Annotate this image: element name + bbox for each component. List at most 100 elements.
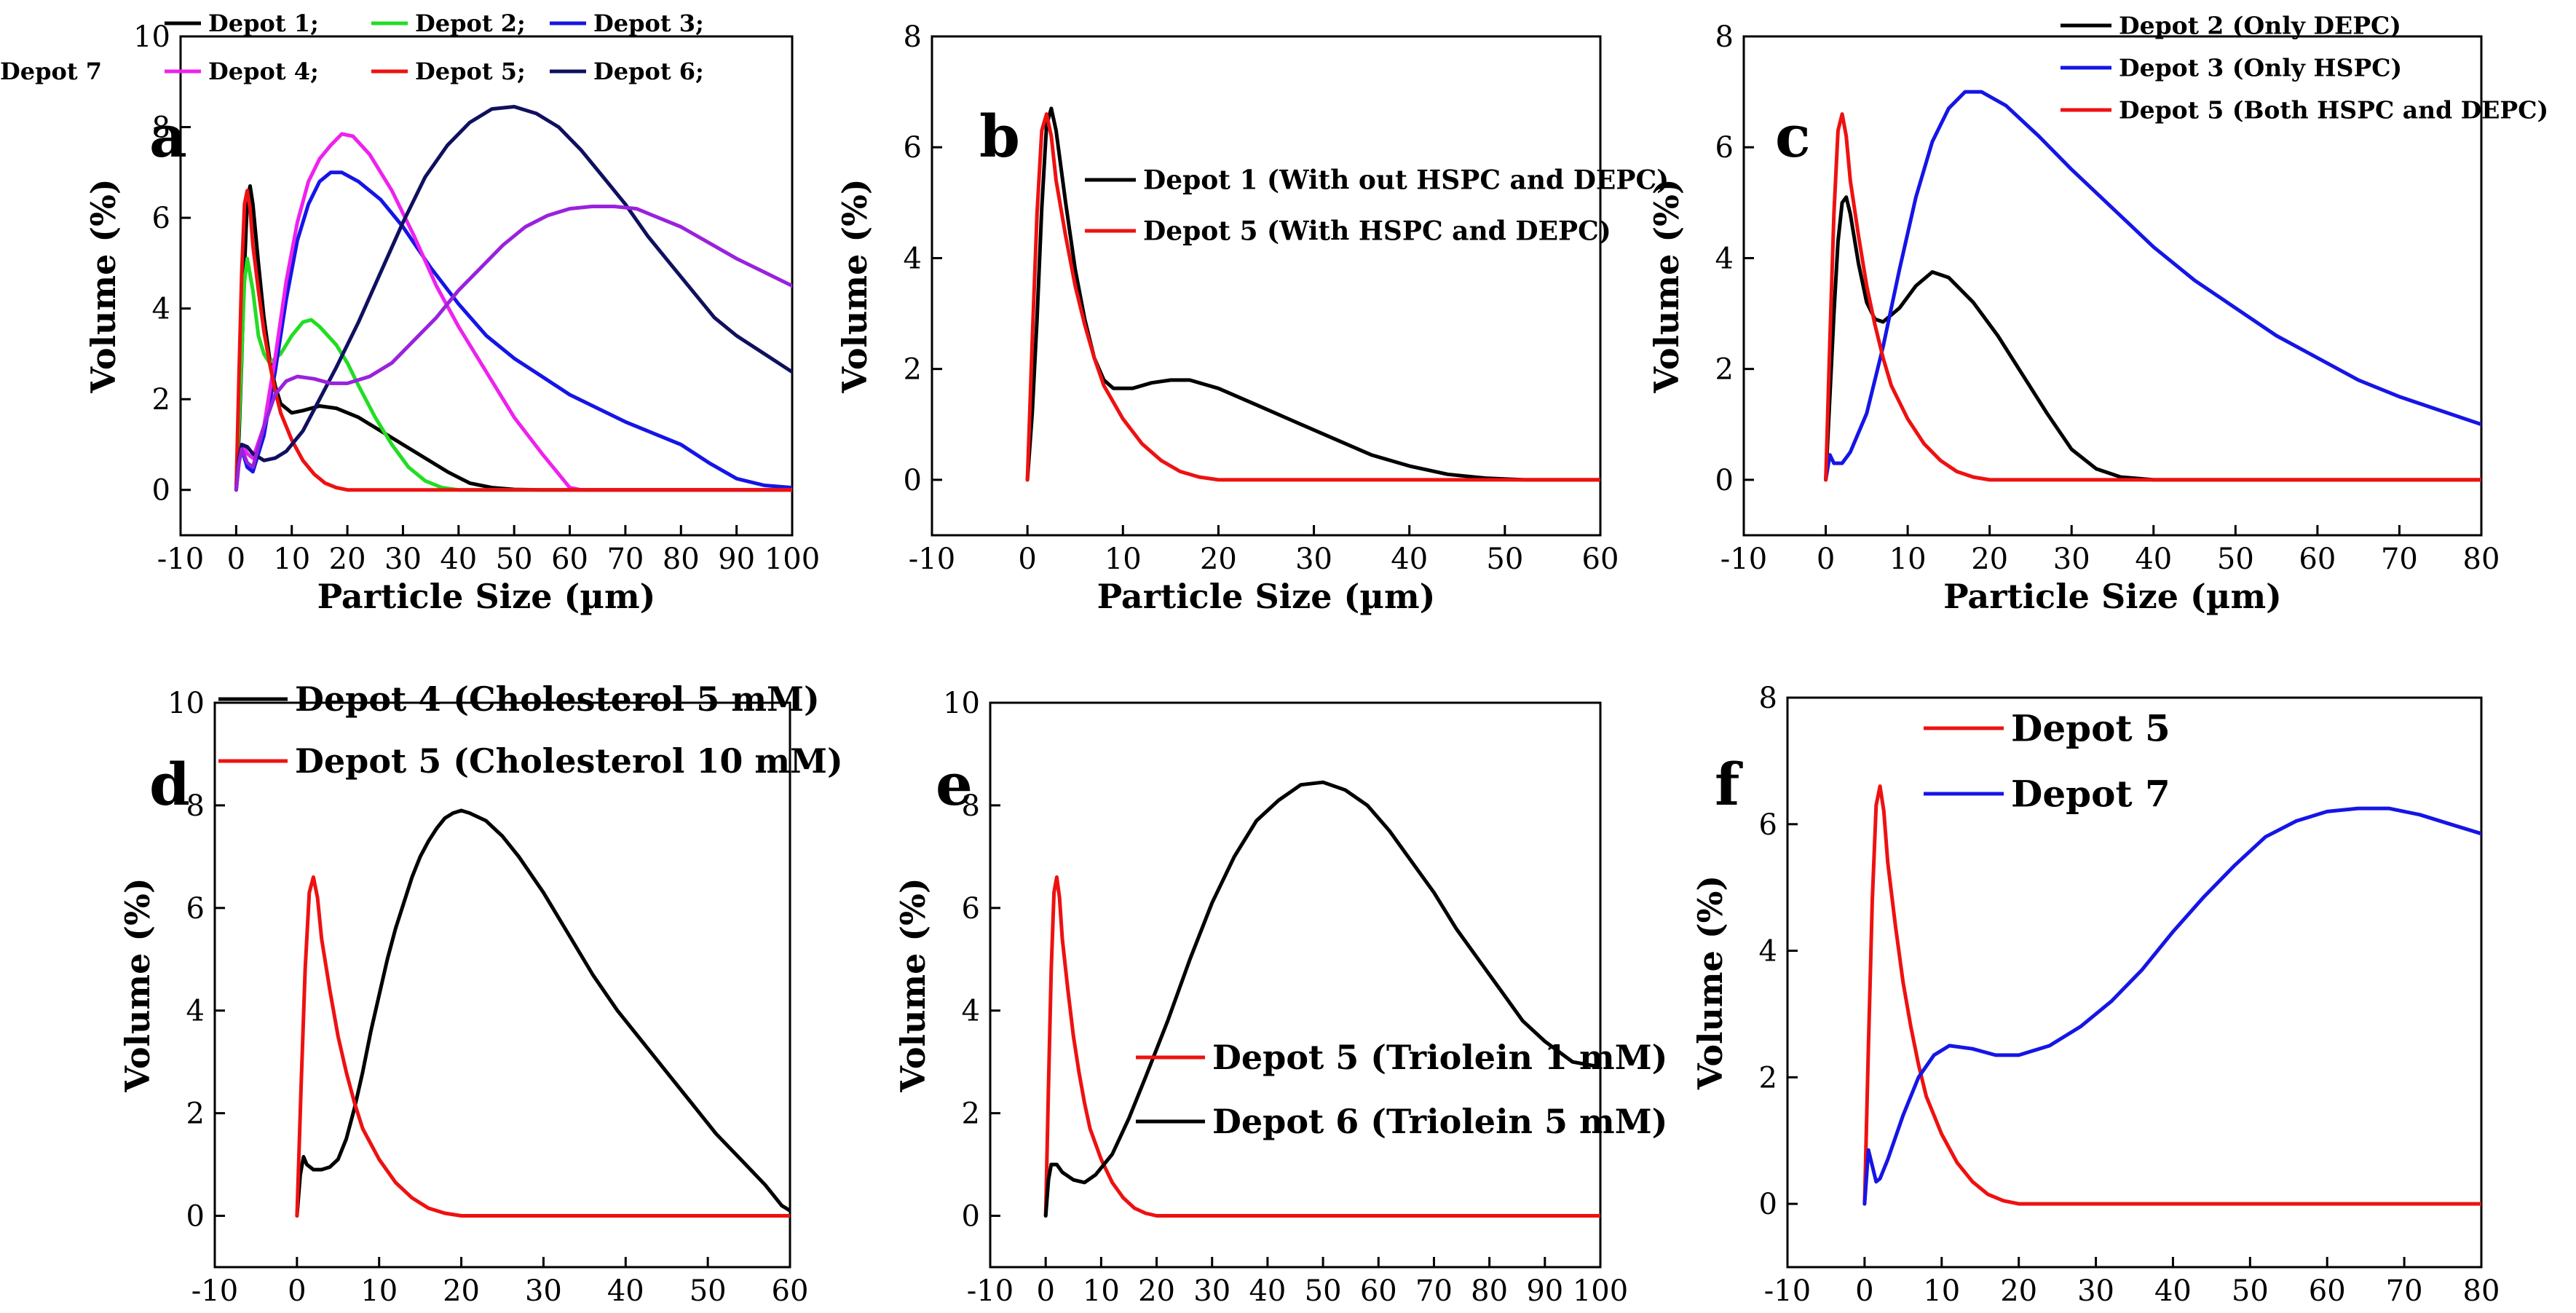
x-tick-label: 80 [1471,1274,1508,1308]
x-tick-label: 10 [273,543,310,576]
chart-panel-e: -10 0 10 20 30 40 50 60 70 80 90 100 0 2 4 6 8 10 Particle… [893,687,1667,1313]
series-line-d-0 [295,808,790,1218]
legend-entry: Depot 3 (Only HSPC) [2119,54,2402,82]
y-tick-label: 2 [1715,353,1734,387]
legend-entry: Depot 5 (Cholesterol 10 mM) [295,741,843,781]
y-tick-label: 6 [186,892,205,926]
x-tick-label: -10 [157,543,204,576]
legend-entry: Depot 1; [208,9,319,37]
panel-label: f [1715,750,1743,819]
x-tick-label: 40 [440,543,477,576]
y-axis-title: Volume (%) [1691,875,1730,1090]
legend-entry: Depot 2 (Only DEPC) [2119,12,2401,40]
y-tick-label: 0 [962,1200,980,1234]
legend-entry: Depot 5; [415,58,526,85]
x-tick-label: 10 [360,1274,398,1308]
y-tick-label: 0 [1759,1188,1777,1221]
legend: Depot 1 (With out HSPC and DEPC) Depot 5 … [1085,165,1669,247]
legend-entry: Depot 1 (With out HSPC and DEPC) [1143,165,1669,196]
x-tick-label: 30 [384,543,422,576]
plot-frame [213,701,791,1269]
y-tick-label: 2 [186,1097,205,1131]
y-tick-label: 0 [186,1200,205,1234]
legend: Depot 1; Depot 2; Depot 3; Depot 4; Depot 5;… [0,9,704,85]
x-tick-label: 40 [1249,1274,1286,1308]
series-line-f-1 [1862,806,2481,1206]
x-tick-label: 40 [2154,1274,2192,1308]
x-tick-label: 40 [1391,543,1428,576]
legend-entry: Depot 5 (Triolein 1 mM) [1212,1038,1667,1077]
series-line-c-0 [1824,195,2481,482]
chart-panel-b: -10 0 10 20 30 40 50 60 0 2 4 6 8 Particle Size (µm) V… [835,20,1669,616]
legend: Depot 5 (Triolein 1 mM) Depot 6 (Triolein… [1136,1038,1667,1141]
legend-entry: Depot 4 (Cholesterol 5 mM) [295,679,820,719]
x-tick-label: -10 [1764,1274,1811,1308]
y-tick-label: 8 [904,20,922,54]
x-tick-label: 70 [607,543,644,576]
panel-label: a [149,102,187,170]
y-tick-label: 0 [904,464,922,497]
x-tick-label: 50 [2217,543,2254,576]
y-tick-label: 4 [1715,242,1734,275]
legend-entry: Depot 6; [593,58,704,85]
series-line-a-2 [234,170,792,492]
y-tick-label: 6 [152,202,170,235]
y-tick-label: 6 [904,131,922,165]
series-line-c-2 [1824,112,2481,482]
y-axis-title: Volume (%) [1647,178,1686,393]
series-line-b-1 [1025,112,1600,482]
series-line-c-1 [1824,90,2481,482]
x-tick-label: 0 [1855,1274,1873,1308]
x-tick-label: 80 [2463,543,2500,576]
y-tick-label: 10 [167,687,205,720]
x-tick-label: 10 [1923,1274,1960,1308]
y-tick-label: 6 [1715,131,1734,165]
x-axis-title: Particle Size (µm) [1965,1309,2304,1313]
legend-entry: Depot 3; [593,9,704,37]
panel-label: b [979,102,1020,170]
y-tick-label: 4 [904,242,922,275]
x-tick-label: 70 [2386,1274,2423,1308]
series-line-a-3 [234,132,792,492]
chart-panel-c: -10 0 10 20 30 40 50 60 70 80 0 2 4 6 8 Particle Size (… [1647,12,2548,616]
legend-entry: Depot 6 (Triolein 5 mM) [1212,1102,1667,1141]
x-tick-label: -10 [1720,543,1767,576]
x-tick-label: 50 [2232,1274,2269,1308]
y-axis-title: Volume (%) [84,178,123,393]
x-tick-label: 30 [1295,543,1332,576]
y-tick-label: 6 [1759,808,1777,842]
x-tick-label: 20 [329,543,366,576]
x-tick-label: 20 [1200,543,1237,576]
y-tick-label: 10 [133,20,170,54]
plot-frame [1786,696,2483,1269]
panel-label: c [1775,102,1811,170]
series-line-e-1 [1043,780,1600,1218]
y-tick-label: 2 [1759,1061,1777,1095]
x-tick-label: 30 [2077,1274,2114,1308]
x-tick-label: 0 [227,543,245,576]
x-tick-label: 20 [1138,1274,1175,1308]
y-tick-label: 0 [152,474,170,508]
x-tick-label: 80 [2463,1274,2500,1308]
x-axis-title: Particle Size (µm) [1943,577,2282,616]
series-line-a-6 [234,205,792,492]
y-tick-label: 2 [962,1097,980,1131]
x-tick-label: 60 [1360,1274,1397,1308]
legend: Depot 4 (Cholesterol 5 mM) Depot 5 (Chole… [218,679,843,781]
legend: Depot 2 (Only DEPC) Depot 3 (Only HSPC) De… [2061,12,2548,125]
series-line-e-0 [1043,875,1600,1218]
legend-entry: Depot 4; [208,58,319,85]
x-tick-label: 0 [288,1274,306,1308]
legend: Depot 5 Depot 7 [1924,707,2170,816]
x-tick-label: 20 [2000,1274,2037,1308]
x-axis-title: Particle Size (µm) [1126,1309,1465,1313]
x-tick-label: 10 [1083,1274,1120,1308]
y-tick-label: 8 [1759,682,1777,715]
x-tick-label: 10 [1889,543,1927,576]
x-axis-title: Particle Size (µm) [1097,577,1436,616]
legend-entry: Depot 5 (With HSPC and DEPC) [1143,216,1611,247]
chart-panel-f: -10 0 10 20 30 40 50 60 70 80 0 2 4 6 8 Particle Size (… [1691,682,2500,1313]
y-tick-label: 8 [152,111,170,145]
x-tick-label: 40 [2135,543,2172,576]
x-tick-label: 0 [1817,543,1835,576]
